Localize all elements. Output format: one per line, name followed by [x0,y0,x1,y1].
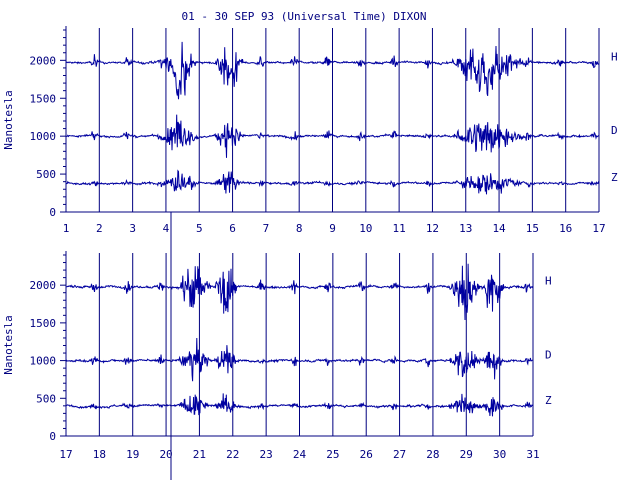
x-tick-label: 26 [360,448,373,461]
x-tick-label: 8 [296,222,303,235]
y-tick-label: 2000 [30,54,57,67]
x-tick-label: 1 [63,222,70,235]
trace-z [65,393,533,417]
x-tick-label: 21 [193,448,206,461]
y-tick-label: 1000 [30,355,57,368]
y-axis-title: Nanotesla [2,90,15,150]
trace-h [65,41,600,100]
x-tick-label: 6 [229,222,236,235]
x-tick-label: 19 [126,448,139,461]
y-tick-label: 0 [49,430,56,443]
trace-label-z: Z [545,394,552,407]
panel-bottom: 17 18 19 20 21 22 23 24 25 26 27 28 29 30 31 0 500 1000 15… [2,251,552,461]
trace-z [65,169,600,195]
trace-d [65,114,599,158]
x-tick-label: 30 [493,448,506,461]
y-tick-label: 2000 [30,279,57,292]
trace-label-h: H [611,51,618,64]
y-axis-title: Nanotesla [2,315,15,375]
x-tick-label: 22 [226,448,239,461]
x-tick-label: 17 [592,222,605,235]
trace-label-d: D [545,349,552,362]
y-tick-label: 1500 [30,317,57,330]
trace-label-d: D [611,124,618,137]
x-tick-label: 13 [459,222,472,235]
x-tick-label: 29 [460,448,473,461]
x-tick-label: 20 [159,448,172,461]
y-tick-label: 500 [36,168,56,181]
x-tick-label: 11 [393,222,406,235]
trace-h [65,263,534,321]
trace-d [65,337,534,382]
chart-title: 01 - 30 SEP 93 (Universal Time) DIXON [181,10,426,23]
x-tick-label: 16 [559,222,572,235]
x-tick-label: 15 [526,222,539,235]
x-tick-label: 12 [426,222,439,235]
x-tick-label: 24 [293,448,307,461]
x-tick-label: 18 [93,448,106,461]
x-tick-label: 25 [326,448,339,461]
x-tick-label: 3 [129,222,136,235]
y-tick-label: 1000 [30,130,57,143]
trace-label-z: Z [611,171,618,184]
y-tick-label: 1500 [30,92,57,105]
x-tick-label: 7 [263,222,270,235]
x-tick-label: 10 [359,222,372,235]
x-tick-label: 5 [196,222,203,235]
x-tick-label: 28 [426,448,439,461]
x-tick-label: 27 [393,448,406,461]
x-tick-label: 31 [526,448,539,461]
x-tick-label: 17 [59,448,72,461]
x-tick-label: 23 [260,448,273,461]
x-tick-label: 14 [492,222,506,235]
y-tick-label: 500 [36,392,56,405]
trace-label-h: H [545,275,552,288]
x-tick-label: 9 [329,222,336,235]
panel-top: 1 2 3 4 5 6 7 8 9 10 11 12 13 14 15 16 17050010001500200… [2,26,618,235]
x-tick-label: 2 [96,222,103,235]
y-tick-label: 0 [49,206,56,219]
x-tick-label: 4 [163,222,170,235]
